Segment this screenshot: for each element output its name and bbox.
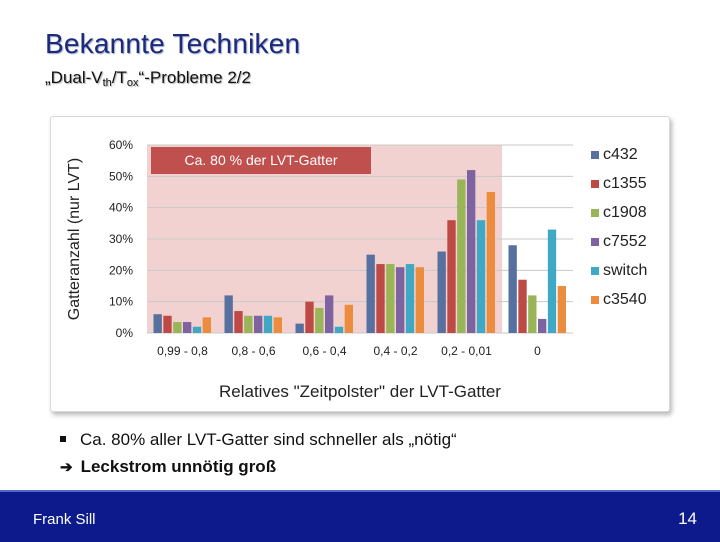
bar-switch [476, 220, 486, 333]
bar-c1355 [518, 279, 527, 333]
bar-switch [405, 264, 415, 333]
x-tick-label: 0,6 - 0,4 [302, 344, 346, 358]
bar-c432 [295, 323, 304, 333]
bar-c1355 [234, 311, 243, 333]
bar-switch [263, 315, 273, 333]
bar-c432 [437, 251, 446, 333]
slide-subtitle: „Dual-Vth/Tox“-Probleme 2/2 [45, 68, 251, 89]
legend-label-c7552: c7552 [603, 233, 647, 250]
bar-c432 [366, 254, 375, 333]
bar-c432 [153, 314, 162, 333]
bar-c432 [508, 245, 517, 333]
legend-label-c3540: c3540 [603, 291, 647, 308]
x-tick-label: 0 [534, 344, 541, 358]
slide-title: Bekannte Techniken [45, 28, 301, 59]
footer-bar: Frank Sill 14 [0, 490, 720, 542]
x-tick-label: 0,2 - 0,01 [441, 344, 492, 358]
bar-c3540 [202, 317, 211, 333]
x-tick-label: 0,4 - 0,2 [373, 344, 417, 358]
legend-swatch-c1355 [591, 180, 599, 188]
bar-c3540 [486, 192, 495, 333]
legend-swatch-c3540 [591, 296, 599, 304]
subtitle-mid: /T [111, 68, 127, 87]
arrow-right-icon: ➔ [60, 459, 73, 476]
highlight-label-box [151, 147, 371, 174]
bar-c3540 [415, 267, 424, 333]
bar-c1355 [447, 220, 456, 333]
y-tick-label: 40% [109, 201, 133, 215]
page-number: 14 [678, 509, 697, 528]
bar-c1908 [457, 179, 466, 333]
bar-c1908 [244, 315, 253, 333]
legend-swatch-c7552 [591, 238, 599, 246]
bar-c3540 [344, 304, 353, 333]
bar-c7552 [254, 315, 263, 333]
bar-c1908 [173, 322, 182, 333]
bar-c7552 [538, 318, 547, 333]
bar-c3540 [557, 286, 566, 333]
y-tick-label: 60% [109, 138, 133, 152]
x-tick-label: 0,8 - 0,6 [231, 344, 275, 358]
bar-c7552 [325, 295, 334, 333]
y-tick-label: 0% [116, 326, 134, 340]
subtitle-sub-ox: ox [126, 77, 139, 89]
bar-c1908 [386, 264, 395, 333]
bullet-item-1: Ca. 80% aller LVT-Gatter sind schneller … [60, 426, 457, 453]
y-tick-label: 10% [109, 295, 133, 309]
legend-swatch-c432 [591, 151, 599, 159]
square-bullet-icon [60, 436, 66, 442]
bullet-item-2: ➔ Leckstrom unnötig groß [60, 453, 457, 481]
x-axis-title: Relatives "Zeitpolster" der LVT-Gatter [219, 382, 501, 401]
y-tick-label: 20% [109, 263, 133, 277]
bar-c1355 [376, 264, 385, 333]
highlight-label: Ca. 80 % der LVT-Gatter [184, 152, 337, 168]
bar-c3540 [273, 317, 282, 333]
legend-label-c1355: c1355 [603, 175, 647, 192]
bar-c432 [224, 295, 233, 333]
legend-label-switch: switch [603, 262, 647, 279]
legend-label-c432: c432 [603, 146, 638, 163]
y-tick-label: 50% [109, 169, 133, 183]
bar-c1908 [315, 307, 324, 333]
bar-c1908 [528, 295, 537, 333]
legend-label-c1908: c1908 [603, 204, 647, 221]
bullet-list: Ca. 80% aller LVT-Gatter sind schneller … [60, 426, 457, 481]
bar-c7552 [183, 322, 192, 333]
y-tick-label: 30% [109, 232, 133, 246]
bar-switch [192, 326, 202, 333]
bullet-text-2: Leckstrom unnötig groß [80, 457, 277, 476]
bar-switch [334, 326, 344, 333]
bar-switch [547, 229, 557, 333]
bar-c7552 [396, 267, 405, 333]
legend-swatch-c1908 [591, 209, 599, 217]
subtitle-suffix: “-Probleme 2/2 [138, 68, 251, 87]
bar-chart: 0% 10% 20% 30% 40% 50% 60% Ca. 80 % der LVT-Gat… [66, 138, 647, 401]
bar-c7552 [467, 170, 476, 333]
chart-frame: 0% 10% 20% 30% 40% 50% 60% Ca. 80 % der LVT-Gat… [50, 116, 670, 412]
bar-c1355 [305, 301, 314, 333]
y-axis-title: Gatteranzahl (nur LVT) [66, 158, 83, 320]
subtitle-sub-th: th [102, 77, 112, 89]
footer-author: Frank Sill [33, 511, 96, 528]
x-tick-label: 0,99 - 0,8 [157, 344, 208, 358]
bullet-text-1: Ca. 80% aller LVT-Gatter sind schneller … [80, 430, 457, 449]
legend-swatch-switch [591, 267, 599, 275]
bar-c1355 [163, 315, 172, 333]
subtitle-prefix: „Dual-V [45, 68, 103, 87]
